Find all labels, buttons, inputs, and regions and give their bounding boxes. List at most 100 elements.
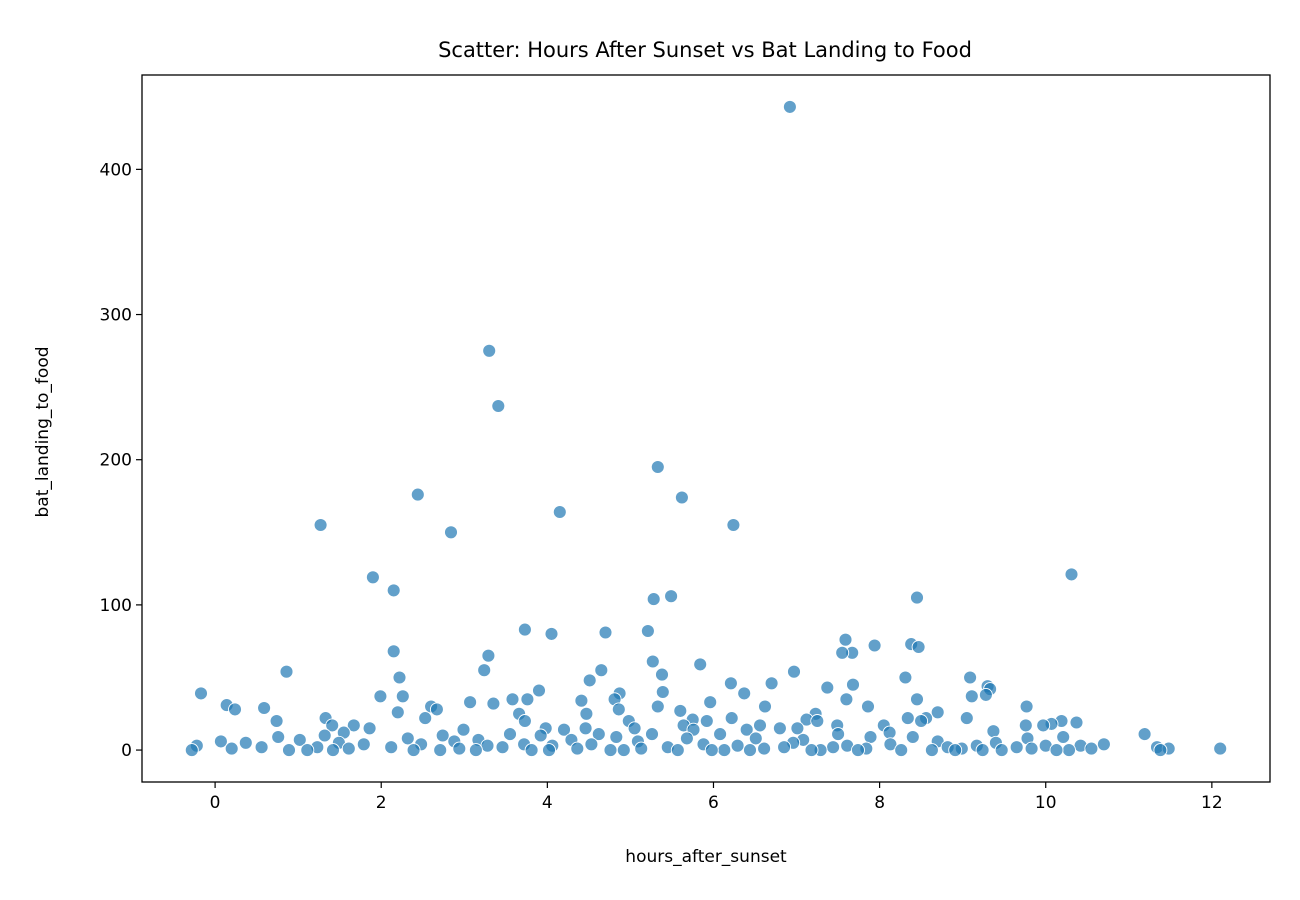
data-point-66	[1019, 699, 1034, 714]
data-point-91	[810, 714, 825, 728]
data-point-8	[726, 518, 741, 532]
x-tick-label: 4	[542, 793, 553, 813]
data-point-1	[482, 343, 497, 358]
data-point-13	[664, 589, 679, 604]
data-point-208	[948, 743, 963, 758]
data-point-12	[386, 583, 401, 598]
data-point-79	[900, 711, 915, 726]
data-point-87	[269, 714, 284, 728]
data-point-122	[831, 727, 846, 742]
data-point-203	[300, 743, 315, 758]
data-point-9	[444, 525, 458, 540]
data-point-174	[224, 741, 239, 756]
data-point-113	[739, 722, 754, 737]
data-point-197	[603, 743, 618, 758]
data-point-130	[1056, 730, 1071, 744]
data-point-207	[804, 743, 819, 758]
data-point-119	[591, 727, 606, 742]
data-point-7	[313, 518, 328, 532]
data-point-201	[924, 743, 939, 758]
data-point-126	[609, 730, 624, 744]
y-tick-label: 100	[100, 596, 132, 616]
data-point-99	[753, 718, 767, 733]
data-point-143	[238, 735, 253, 750]
data-point-51	[373, 689, 388, 704]
data-point-46	[655, 685, 670, 699]
data-point-61	[463, 695, 478, 710]
data-point-117	[1137, 727, 1152, 742]
data-point-209	[1049, 743, 1064, 758]
x-tick-label: 8	[874, 793, 885, 813]
y-tick-label: 300	[100, 306, 132, 326]
data-point-96	[325, 718, 340, 733]
data-point-40	[764, 676, 779, 691]
data-point-138	[292, 732, 307, 747]
data-point-3	[650, 460, 665, 474]
data-point-74	[390, 705, 405, 720]
data-point-205	[542, 743, 556, 758]
data-point-185	[282, 743, 296, 758]
points-layer	[184, 99, 1228, 758]
x-axis-ticks: 0 2 4 6 8 10 12	[210, 782, 1223, 813]
data-point-169	[777, 740, 792, 755]
data-point-191	[894, 743, 909, 758]
data-point-48	[194, 686, 208, 701]
data-point-175	[341, 741, 356, 756]
data-point-110	[456, 722, 471, 737]
data-point-132	[679, 731, 694, 746]
data-point-0	[782, 99, 797, 114]
data-point-31	[594, 663, 609, 678]
data-point-167	[254, 740, 269, 755]
data-point-37	[963, 670, 978, 685]
data-point-67	[650, 699, 665, 714]
data-point-204	[468, 743, 483, 758]
data-point-76	[579, 706, 594, 721]
data-point-151	[356, 737, 371, 752]
data-point-2	[491, 399, 506, 413]
data-point-178	[634, 741, 649, 756]
data-point-127	[863, 730, 878, 744]
data-point-28	[645, 654, 660, 669]
data-point-188	[616, 743, 631, 758]
data-point-56	[520, 692, 535, 707]
data-point-139	[213, 734, 228, 749]
data-point-114	[986, 724, 1001, 739]
data-point-129	[271, 730, 286, 744]
data-point-206	[704, 743, 719, 758]
data-point-24	[386, 644, 401, 659]
data-point-38	[582, 673, 597, 688]
data-point-187	[524, 743, 539, 758]
data-point-34	[655, 667, 669, 682]
x-tick-label: 0	[210, 793, 221, 813]
data-point-105	[362, 721, 377, 736]
data-point-30	[477, 663, 492, 678]
data-point-128	[905, 730, 920, 744]
data-point-45	[532, 683, 546, 698]
data-point-196	[433, 743, 448, 758]
data-point-133	[748, 731, 763, 746]
data-point-111	[557, 722, 571, 737]
data-point-124	[435, 728, 450, 743]
data-point-168	[495, 740, 510, 755]
data-point-60	[703, 695, 718, 710]
x-tick-label: 6	[708, 793, 719, 813]
data-point-47	[737, 686, 752, 701]
data-point-4	[410, 487, 425, 502]
x-tick-label: 2	[376, 793, 387, 813]
data-point-23	[911, 640, 926, 654]
data-point-41	[846, 677, 860, 692]
data-point-68	[861, 699, 875, 714]
data-point-20	[838, 632, 853, 647]
data-point-115	[882, 725, 897, 740]
data-point-182	[1024, 741, 1039, 756]
data-point-53	[964, 689, 979, 704]
data-point-200	[851, 743, 865, 758]
data-point-199	[743, 743, 757, 758]
y-axis-label: bat_landing_to_food	[33, 346, 53, 517]
data-point-72	[429, 702, 444, 717]
data-point-70	[228, 702, 242, 717]
data-point-198	[670, 743, 685, 758]
data-point-147	[1096, 737, 1111, 752]
data-point-26	[835, 645, 850, 660]
